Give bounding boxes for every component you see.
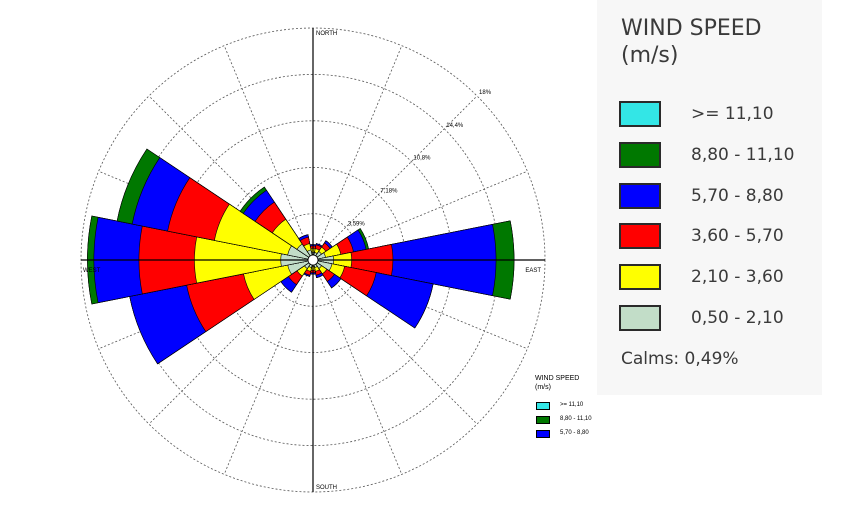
legend-label: 0,50 - 2,10 — [691, 308, 784, 328]
legend-small-swatch — [536, 430, 550, 438]
legend-small-label: 5,70 - 8,80 — [560, 430, 589, 436]
legend-swatch — [619, 142, 661, 168]
legend-small-swatch — [536, 416, 550, 424]
legend-label: 2,10 - 3,60 — [691, 267, 784, 287]
legend-title: WIND SPEED (m/s) — [621, 16, 762, 68]
grid-spoke — [223, 45, 314, 261]
radial-tick-label: 7,18% — [380, 189, 398, 195]
legend-item: 3,60 - 5,70 — [619, 223, 819, 253]
legend-item: 5,70 - 8,80 — [619, 183, 819, 213]
radial-tick-label: 14,4% — [446, 123, 464, 129]
legend-small-swatch — [536, 402, 550, 410]
calms-label: Calms: 0,49% — [621, 349, 739, 369]
west-label: WEST — [83, 268, 101, 274]
legend-label: 5,70 - 8,80 — [691, 186, 784, 206]
grid-spoke — [148, 95, 314, 261]
legend-label: 3,60 - 5,70 — [691, 226, 784, 246]
legend-label: >= 11,10 — [691, 104, 774, 124]
grid-spoke — [148, 259, 314, 425]
legend-small-title: WIND SPEED (m/s) — [535, 375, 580, 391]
wind-speed-legend: WIND SPEED (m/s) >= 11,10 8,80 - 11,10 5… — [597, 0, 822, 395]
grid-spoke — [312, 170, 528, 261]
north-label: NORTH — [316, 31, 337, 37]
legend-label: 8,80 - 11,10 — [691, 145, 795, 165]
legend-swatch — [619, 183, 661, 209]
radial-tick-label: 10,8% — [413, 156, 431, 162]
grid-spoke — [312, 259, 403, 475]
east-label: EAST — [525, 268, 541, 274]
legend-small-item: >= 11,10 — [536, 402, 626, 412]
legend-small-label: >= 11,10 — [560, 402, 584, 408]
calm-circle — [307, 254, 319, 266]
radial-tick-label: 3,59% — [348, 221, 366, 227]
legend-item: 0,50 - 2,10 — [619, 305, 819, 335]
legend-small-item: 8,80 - 11,10 — [536, 416, 626, 426]
legend-swatch — [619, 264, 661, 290]
legend-swatch — [619, 101, 661, 127]
legend-item: 8,80 - 11,10 — [619, 142, 819, 172]
grid-spoke — [312, 95, 478, 261]
rose-petal — [214, 203, 314, 261]
legend-small-label: 8,80 - 11,10 — [560, 416, 592, 422]
south-label: SOUTH — [316, 485, 337, 491]
legend-swatch — [619, 305, 661, 331]
legend-item: >= 11,10 — [619, 101, 819, 131]
grid-spoke — [312, 45, 403, 261]
radial-tick-label: 18% — [479, 90, 492, 96]
grid-spoke — [223, 259, 314, 475]
legend-swatch — [619, 223, 661, 249]
grid-spoke — [312, 259, 478, 425]
legend-small-item: 5,70 - 8,80 — [536, 430, 626, 440]
wind-speed-legend-small: WIND SPEED (m/s) >= 11,10 8,80 - 11,10 5… — [535, 374, 625, 454]
legend-item: 2,10 - 3,60 — [619, 264, 819, 294]
